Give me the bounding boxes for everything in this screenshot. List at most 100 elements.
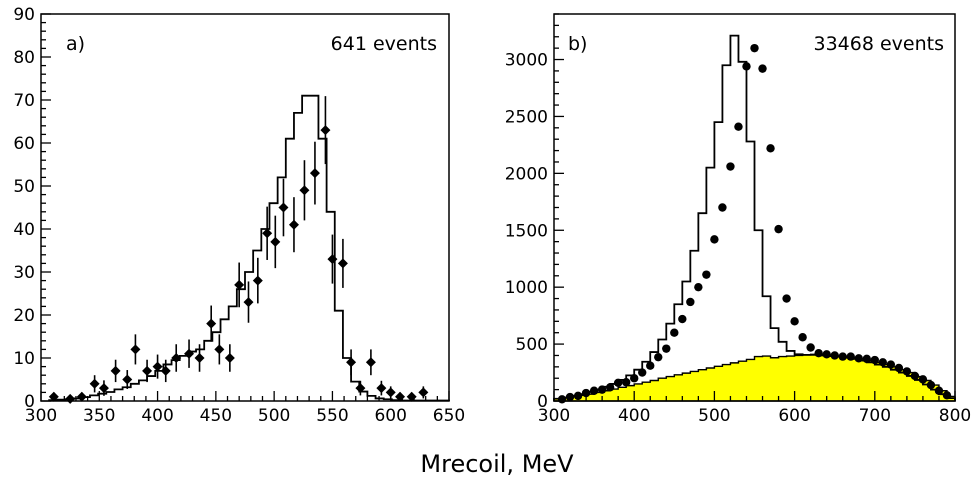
panel-b-data-point bbox=[646, 361, 655, 370]
panel-a-x-tick-label: 550 bbox=[316, 406, 348, 426]
panel-a-x-tick-label: 350 bbox=[83, 406, 115, 426]
panel-b-data-point bbox=[934, 386, 944, 395]
panel-b-marks bbox=[553, 34, 956, 404]
panel-a-x-tick-label: 300 bbox=[25, 406, 57, 426]
panel-a-data-point bbox=[309, 168, 320, 179]
panel-a-y-tick-label: 30 bbox=[13, 263, 35, 283]
panel-a-data-point bbox=[194, 353, 205, 363]
panel-a-data-point bbox=[224, 353, 235, 363]
panel-a-data-point bbox=[234, 279, 245, 290]
panel-a-data-point bbox=[76, 391, 87, 402]
panel-a-y-tick-label: 0 bbox=[24, 392, 35, 412]
panel-b-data-point bbox=[750, 43, 759, 53]
panel-b-x-tick-label: 800 bbox=[939, 406, 971, 426]
panel-a-data-point bbox=[142, 365, 153, 376]
panel-a-x-tick-label: 600 bbox=[374, 406, 406, 426]
panel-b-data-point bbox=[589, 386, 599, 395]
panel-b-x-tick-label: 500 bbox=[698, 406, 730, 426]
panel-b-data-point bbox=[918, 375, 928, 384]
panel-b-data-point bbox=[686, 297, 695, 307]
panel-a-data-point bbox=[160, 365, 171, 376]
panel-b-data-point bbox=[742, 62, 751, 71]
panel-b-y-tick-label: 2000 bbox=[505, 164, 548, 184]
panel-b-data-point bbox=[862, 354, 871, 364]
panel-b-data-point bbox=[726, 162, 735, 171]
panel-b-x-tick-label: 600 bbox=[778, 406, 810, 426]
panel-a-y-tick-label: 60 bbox=[13, 134, 35, 154]
panel-b-data-point bbox=[654, 352, 663, 362]
panel-b-data-point bbox=[702, 270, 711, 279]
panel-a-data-point bbox=[288, 219, 299, 230]
panel-b-data-point bbox=[670, 328, 679, 337]
panel-a-data-point bbox=[98, 383, 109, 394]
panel-a-data-point bbox=[122, 374, 133, 385]
panel-b-background-fill bbox=[553, 353, 956, 402]
panel-b-data-point bbox=[573, 391, 583, 401]
panel-b-data-point bbox=[766, 144, 775, 153]
panel-b-data-point bbox=[605, 383, 615, 392]
panel-b-label: b) bbox=[568, 33, 587, 55]
panel-a-y-tick-label: 40 bbox=[13, 220, 35, 240]
panel-a-data-point bbox=[214, 344, 225, 355]
panel-a-data-point bbox=[206, 318, 217, 329]
panel-a-label: a) bbox=[66, 33, 85, 55]
panel-a-data-point bbox=[327, 254, 338, 265]
panel-b-y-tick-label: 1000 bbox=[505, 278, 548, 298]
panel-a-data-point bbox=[337, 258, 348, 269]
panel-b-data-point bbox=[621, 378, 631, 387]
panel-b-data-point bbox=[878, 358, 888, 367]
panel-b-x-tick-label: 700 bbox=[859, 406, 891, 426]
panel-b-data-point bbox=[597, 385, 607, 394]
panel-a-data-point bbox=[48, 391, 59, 402]
panel-a-data-point bbox=[110, 365, 121, 376]
panel-a-x-tick-label: 400 bbox=[141, 406, 173, 426]
panel-b-x-tick-label: 400 bbox=[618, 406, 650, 426]
panel-b-data-point bbox=[894, 363, 904, 373]
panel-a-y-tick-label: 90 bbox=[13, 5, 35, 25]
panel-a-data-point bbox=[418, 387, 429, 398]
panel-b-data-point bbox=[830, 351, 839, 360]
panel-a-data-point bbox=[65, 393, 76, 404]
panel-a-annotation: 641 events bbox=[331, 33, 437, 55]
panel-a-fit-histogram bbox=[48, 94, 450, 402]
panel-a-data-point bbox=[355, 383, 366, 394]
panel-a-y-tick-label: 80 bbox=[13, 48, 35, 68]
panel-b-data-point bbox=[774, 224, 783, 234]
panel-b-data-point bbox=[942, 391, 952, 400]
panel-b-data-point bbox=[581, 388, 591, 398]
panel-b-y-tick-label: 500 bbox=[516, 335, 548, 355]
panel-b-data-point bbox=[814, 348, 823, 358]
panel-a-data-point bbox=[346, 357, 357, 368]
panel-a-axes: 300 350 400 450 500 550 600 650 0 10 20 30 40 50 60 70 8… bbox=[13, 5, 465, 426]
panel-b-data-point bbox=[630, 374, 639, 383]
panel-a-frame bbox=[40, 13, 450, 402]
panel-a-data-point bbox=[262, 228, 273, 239]
panel-b-data-point bbox=[678, 314, 687, 324]
panel-a-data-point bbox=[243, 297, 254, 308]
panel-b-data-point bbox=[710, 235, 719, 244]
panel-a-data-point bbox=[270, 236, 281, 247]
panel-b-data-point bbox=[638, 368, 647, 377]
panel-b-data-point bbox=[798, 333, 807, 342]
panel-a-data-point bbox=[320, 125, 331, 136]
panel-a-data-point bbox=[299, 185, 310, 196]
panel-b-data-point bbox=[870, 355, 879, 365]
panel-b-data-point bbox=[613, 378, 623, 387]
panel-a-marks bbox=[48, 94, 450, 404]
panel-a-y-tick-label: 70 bbox=[13, 91, 35, 111]
panel-a-data-point bbox=[89, 378, 100, 389]
panel-b-data-point bbox=[782, 294, 791, 303]
panel-a-x-tick-label: 450 bbox=[200, 406, 232, 426]
panel-b-data-point bbox=[718, 203, 727, 212]
panel-b-axes: 300 400 500 600 700 800 0 500 1000 1500 2000 2500 30… bbox=[505, 13, 971, 426]
panel-a: 300 350 400 450 500 550 600 650 0 10 20 30 40 50 60 70 8… bbox=[13, 5, 465, 426]
panel-a-data-point bbox=[184, 348, 195, 359]
panel-b-data-point bbox=[694, 282, 703, 292]
panel-b-y-tick-label: 3000 bbox=[505, 51, 548, 71]
panel-b-x-tick-label: 300 bbox=[538, 406, 570, 426]
panel-b-data-point bbox=[846, 352, 855, 361]
panel-b: 300 400 500 600 700 800 0 500 1000 1500 2000 2500 30… bbox=[505, 13, 971, 426]
panel-a-data-point bbox=[278, 202, 289, 213]
panel-b-annotation: 33468 events bbox=[814, 33, 945, 55]
panel-a-x-tick-label: 500 bbox=[258, 406, 290, 426]
